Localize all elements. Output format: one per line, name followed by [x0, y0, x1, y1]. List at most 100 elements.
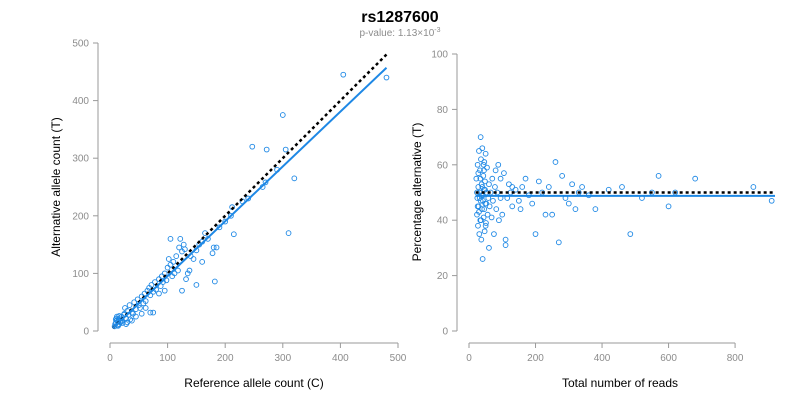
chart-title: rs1287600: [361, 9, 439, 26]
right-data-point: [488, 214, 495, 221]
right-data-point: [519, 184, 526, 190]
left-data-point: [137, 305, 143, 311]
left-data-point: [177, 235, 184, 242]
left-data-point: [122, 305, 128, 311]
left-data-point: [171, 270, 178, 277]
left-data-point: [199, 259, 206, 265]
right-data-point: [483, 200, 490, 207]
right-data-point: [484, 164, 490, 171]
subtitle-exponent: -3: [434, 27, 440, 34]
left-reference-line: [111, 53, 388, 330]
right-scatter-panel: 0 200 400 600 800 0 20 40 60 80 100: [431, 50, 775, 364]
left-y-tick-label: 400: [72, 96, 89, 107]
right-data-point: [486, 203, 493, 210]
left-fit-line: [112, 67, 388, 329]
left-data-point: [123, 321, 129, 327]
left-data-point: [167, 235, 174, 242]
left-data-point: [138, 310, 145, 317]
right-x-axis-label: Total number of reads: [562, 376, 678, 390]
left-data-point: [161, 287, 168, 294]
left-data-point: [130, 310, 136, 317]
left-data-point: [156, 290, 162, 297]
right-data-point: [479, 256, 486, 262]
right-x-tick-label: 400: [594, 353, 611, 364]
right-data-point: [478, 236, 485, 243]
left-data-point: [111, 323, 118, 330]
left-x-tick-label: 100: [159, 353, 176, 364]
right-data-point: [493, 206, 500, 212]
left-data-point: [129, 317, 135, 324]
right-data-point: [501, 170, 507, 176]
right-data-point: [619, 184, 625, 190]
chart-subtitle: p-value: 1.13×10-3: [359, 27, 440, 39]
right-y-tick-label: 100: [431, 50, 448, 61]
subtitle-pvalue: p-value: 1.13×10: [359, 28, 434, 39]
left-data-point: [228, 212, 234, 219]
left-data-point: [126, 302, 133, 308]
left-data-point: [216, 224, 223, 231]
right-data-point: [655, 173, 662, 179]
right-data-point: [555, 239, 562, 246]
right-data-point: [565, 200, 572, 207]
left-x-tick-label: 0: [107, 353, 113, 364]
right-data-point: [517, 206, 524, 212]
right-data-point: [491, 231, 497, 237]
right-data-point: [499, 211, 506, 218]
right-x-tick-label: 600: [660, 353, 677, 364]
right-data-point: [478, 156, 484, 163]
right-data-point: [542, 211, 549, 218]
right-y-axis-label: Percentage alternative (T): [410, 123, 424, 262]
left-y-tick-label: 0: [83, 327, 89, 338]
left-data-point: [262, 179, 269, 186]
left-scatter-panel: 0 100 200 300 400 500 0 100 200 300 400 500: [72, 39, 406, 365]
left-data-point: [173, 253, 180, 259]
left-data-point: [176, 244, 182, 251]
left-data-point: [175, 267, 181, 274]
left-data-point: [245, 195, 252, 202]
right-data-point: [549, 211, 556, 218]
right-data-point: [473, 175, 480, 182]
left-data-point: [148, 282, 155, 288]
right-data-point: [475, 222, 481, 229]
left-data-point: [184, 270, 191, 277]
left-data-point: [383, 74, 390, 81]
right-data-point: [486, 245, 492, 251]
right-y-tick-label: 60: [437, 160, 449, 171]
right-data-point: [516, 197, 522, 204]
right-data-point: [522, 175, 529, 182]
left-data-point: [182, 246, 188, 253]
right-data-point: [572, 206, 579, 212]
left-data-point: [210, 244, 217, 251]
left-data-point: [179, 287, 185, 294]
left-data-point: [142, 305, 149, 311]
right-y-tick-label: 20: [437, 271, 449, 282]
left-data-point: [193, 282, 200, 288]
left-data-point: [147, 309, 154, 316]
right-data-point: [552, 159, 559, 165]
right-data-point: [512, 186, 519, 193]
right-data-point: [482, 222, 489, 229]
left-data-point: [116, 313, 123, 319]
left-data-point: [285, 230, 292, 236]
right-data-point: [480, 173, 487, 179]
right-data-point: [478, 217, 484, 224]
right-data-point: [475, 170, 482, 176]
right-data-point: [476, 148, 482, 154]
left-y-axis-label: Alternative allele count (T): [49, 117, 63, 256]
left-data-point: [165, 256, 172, 262]
left-data-point: [230, 231, 237, 238]
right-data-point: [495, 161, 502, 168]
left-data-point: [190, 256, 197, 262]
right-data-point: [665, 203, 672, 210]
right-data-point: [492, 184, 498, 190]
right-data-point: [592, 206, 599, 212]
right-data-point: [545, 184, 552, 190]
left-data-point: [167, 261, 174, 268]
left-data-point: [340, 71, 347, 78]
left-data-point: [213, 244, 220, 251]
left-x-axis-label: Reference allele count (C): [184, 376, 323, 390]
left-data-point: [249, 143, 256, 150]
left-data-point: [209, 250, 216, 257]
left-data-point: [150, 309, 157, 316]
left-data-point: [142, 298, 149, 304]
